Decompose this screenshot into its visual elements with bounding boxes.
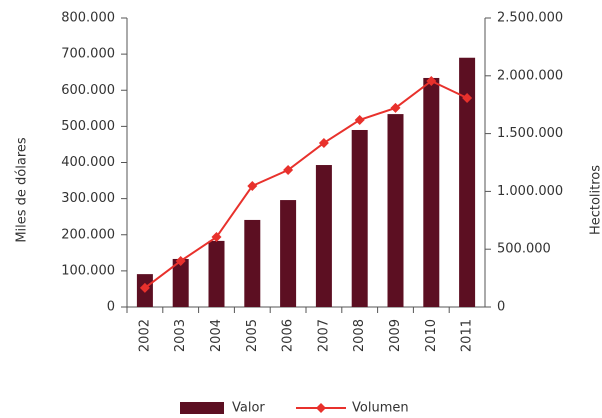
y2-tick-label: 2.500.000 xyxy=(497,11,563,26)
y-tick-label: 700.000 xyxy=(61,47,115,62)
x-tick-label: 2006 xyxy=(281,319,296,352)
bar xyxy=(459,57,476,307)
marker xyxy=(139,282,150,293)
marker xyxy=(426,76,437,87)
x-tick-label: 2008 xyxy=(352,319,367,352)
marker xyxy=(318,137,329,148)
y-axis-label: Miles de dólares xyxy=(15,137,30,243)
x-tick-label: 2005 xyxy=(245,319,260,352)
marker xyxy=(283,165,294,176)
marker xyxy=(462,92,473,103)
line xyxy=(144,79,468,289)
y-tick-label: 0 xyxy=(107,300,115,315)
marker xyxy=(211,232,222,243)
x-tick-label: 2002 xyxy=(137,319,152,352)
legend-swatch xyxy=(180,402,224,414)
x-tick-label: 2009 xyxy=(388,319,403,352)
y2-tick-label: 0 xyxy=(497,300,505,315)
legend-label: Volumen xyxy=(352,401,409,416)
marker xyxy=(247,180,258,191)
y-tick-label: 100.000 xyxy=(61,263,115,278)
y2-tick-label: 1.500.000 xyxy=(497,126,563,141)
y-tick-label: 400.000 xyxy=(61,155,115,170)
x-tick-label: 2004 xyxy=(209,319,224,352)
y2-axis-label: Hectolitros xyxy=(589,165,602,235)
y-tick-label: 200.000 xyxy=(61,227,115,242)
bar xyxy=(244,219,261,307)
y2-tick-label: 1.000.000 xyxy=(497,184,563,199)
x-tick-label: 2010 xyxy=(424,319,439,352)
bar xyxy=(208,240,225,307)
y-tick-label: 600.000 xyxy=(61,83,115,98)
x-tick-label: 2003 xyxy=(173,319,188,352)
y2-tick-label: 500.000 xyxy=(497,242,551,257)
x-tick-label: 2011 xyxy=(460,319,475,352)
y-tick-label: 500.000 xyxy=(61,119,115,134)
marker xyxy=(390,102,401,113)
legend-label: Valor xyxy=(232,401,265,416)
bar xyxy=(351,129,368,307)
bar xyxy=(172,258,189,307)
marker xyxy=(175,255,186,266)
y2-tick-label: 2.000.000 xyxy=(497,68,563,83)
y-tick-label: 800.000 xyxy=(61,11,115,26)
marker xyxy=(354,114,365,125)
bar xyxy=(280,200,297,307)
bar xyxy=(423,77,440,307)
y-tick-label: 300.000 xyxy=(61,191,115,206)
bar xyxy=(387,114,404,307)
bar xyxy=(315,165,332,307)
legend-marker xyxy=(316,403,326,413)
x-tick-label: 2007 xyxy=(316,319,331,352)
